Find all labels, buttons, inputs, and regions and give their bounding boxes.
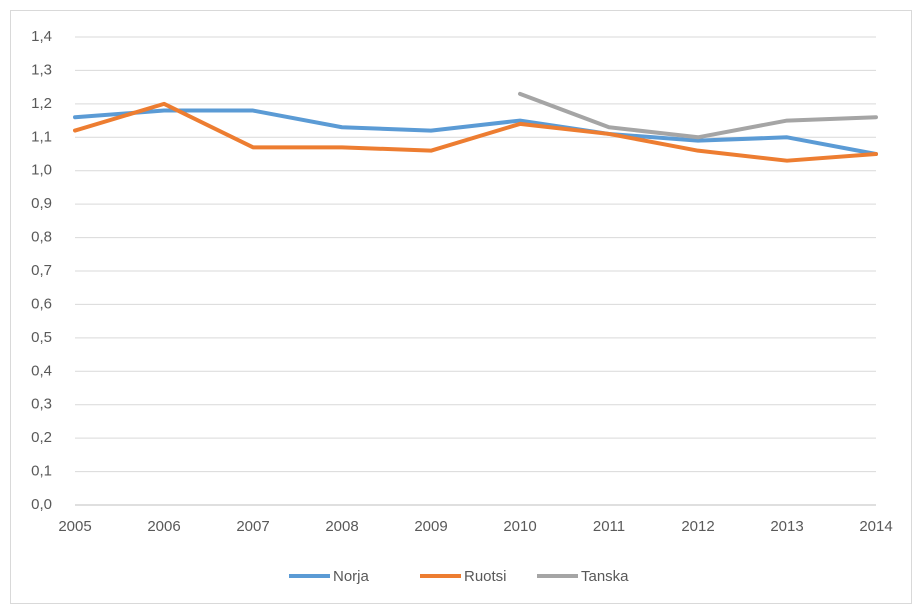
x-tick-label: 2013	[770, 518, 803, 535]
y-tick-label: 0,8	[31, 229, 52, 246]
y-tick-label: 0,4	[31, 362, 52, 379]
chart-border	[10, 10, 912, 604]
x-tick-label: 2006	[147, 518, 180, 535]
x-tick-label: 2012	[681, 518, 714, 535]
legend-label: Ruotsi	[464, 568, 507, 585]
legend-label: Norja	[333, 568, 370, 585]
y-tick-label: 0,5	[31, 329, 52, 346]
x-tick-label: 2005	[58, 518, 91, 535]
y-tick-label: 0,7	[31, 262, 52, 279]
x-tick-label: 2010	[503, 518, 536, 535]
x-tick-label: 2008	[325, 518, 358, 535]
y-tick-label: 0,0	[31, 496, 52, 513]
series-line	[73, 108, 878, 156]
y-tick-label: 1,2	[31, 95, 52, 112]
x-tick-label: 2007	[236, 518, 269, 535]
y-tick-label: 1,1	[31, 128, 52, 145]
legend-label: Tanska	[581, 568, 629, 585]
x-tick-label: 2014	[859, 518, 892, 535]
y-tick-label: 0,3	[31, 396, 52, 413]
x-tick-label: 2011	[593, 518, 625, 535]
series-line	[518, 91, 878, 140]
y-tick-label: 1,0	[31, 162, 52, 179]
y-tick-label: 1,3	[31, 61, 52, 78]
y-tick-label: 0,6	[31, 295, 52, 312]
y-tick-label: 0,9	[31, 195, 52, 212]
y-tick-label: 0,1	[31, 463, 52, 480]
y-tick-label: 1,4	[31, 28, 52, 45]
y-tick-label: 0,2	[31, 429, 52, 446]
series-line	[73, 101, 878, 163]
x-tick-label: 2009	[414, 518, 447, 535]
